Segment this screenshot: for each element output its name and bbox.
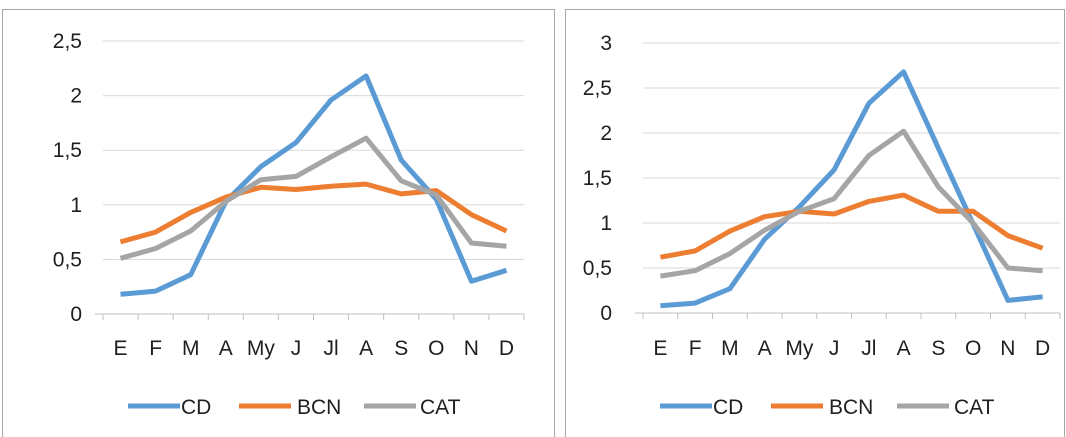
right-y-tick-label: 2 — [600, 122, 612, 145]
right-y-tick-label: 1 — [600, 212, 612, 235]
right-legend-label-cd: CD — [713, 396, 743, 419]
right-x-tick-label: N — [1000, 337, 1015, 360]
right-y-tick-label: 0 — [600, 302, 612, 325]
left-x-tick-label: E — [114, 337, 128, 360]
right-x-tick-label: A — [758, 337, 772, 360]
left-legend-label-cat: CAT — [420, 396, 461, 419]
left-x-tick-label: D — [499, 337, 514, 360]
right-y-tick-label: 0,5 — [583, 257, 612, 280]
chart-panel-right: 0 0,5 1 1,5 2 2,5 3 E F M A My J Jl A S O N D CD BCN CAT — [565, 0, 1066, 436]
chart-left-svg: 00,511,522,5E F M A My J Jl A S O N DCD BCN CAT — [0, 0, 558, 436]
right-x-tick-label: J — [829, 337, 840, 360]
left-y-tick-label: 0,5 — [53, 248, 82, 271]
left-x-tick-label: J — [291, 337, 302, 360]
left-x-tick-label: N — [464, 337, 479, 360]
left-series-line-cd — [121, 76, 507, 294]
right-x-tick-label: S — [931, 337, 945, 360]
chart-panel-left: 0 0,5 1 1,5 2 2,5 E F M A My J Jl A S O N D CD BCN CAT — [0, 0, 558, 436]
right-y-tick-label: 1,5 — [583, 167, 612, 190]
left-legend-label-bcn: BCN — [297, 396, 341, 419]
left-x-tick-label: M — [182, 337, 200, 360]
right-legend-label-cat: CAT — [954, 396, 995, 419]
left-x-tick-label: A — [219, 337, 233, 360]
right-x-tick-label: O — [965, 337, 981, 360]
left-y-tick-label: 1 — [70, 194, 82, 217]
right-series-line-cd — [660, 72, 1042, 306]
right-x-tick-label: M — [721, 337, 739, 360]
left-x-tick-label: O — [428, 337, 444, 360]
left-x-tick-label: A — [359, 337, 373, 360]
right-x-tick-label: My — [785, 337, 813, 360]
left-y-tick-label: 1,5 — [53, 139, 82, 162]
left-y-tick-label: 2 — [70, 85, 82, 108]
left-y-tick-label: 0 — [70, 303, 82, 326]
left-x-tick-label: Jl — [323, 337, 338, 360]
left-y-tick-label: 2,5 — [53, 30, 82, 53]
right-x-tick-label: A — [897, 337, 911, 360]
right-y-tick-label: 3 — [600, 32, 612, 55]
left-x-tick-label: My — [247, 337, 275, 360]
right-x-tick-label: F — [689, 337, 702, 360]
right-y-tick-label: 2,5 — [583, 77, 612, 100]
right-legend-label-bcn: BCN — [829, 396, 873, 419]
right-x-tick-label: Jl — [861, 337, 876, 360]
right-x-tick-label: D — [1035, 337, 1050, 360]
left-x-tick-label: S — [394, 337, 408, 360]
left-x-tick-label: F — [149, 337, 162, 360]
chart-right-svg: 00,511,522,53E F M A My J Jl A S O N DCD BCN CAT — [565, 0, 1066, 436]
left-legend-label-cd: CD — [181, 396, 211, 419]
right-x-tick-label: E — [653, 337, 667, 360]
